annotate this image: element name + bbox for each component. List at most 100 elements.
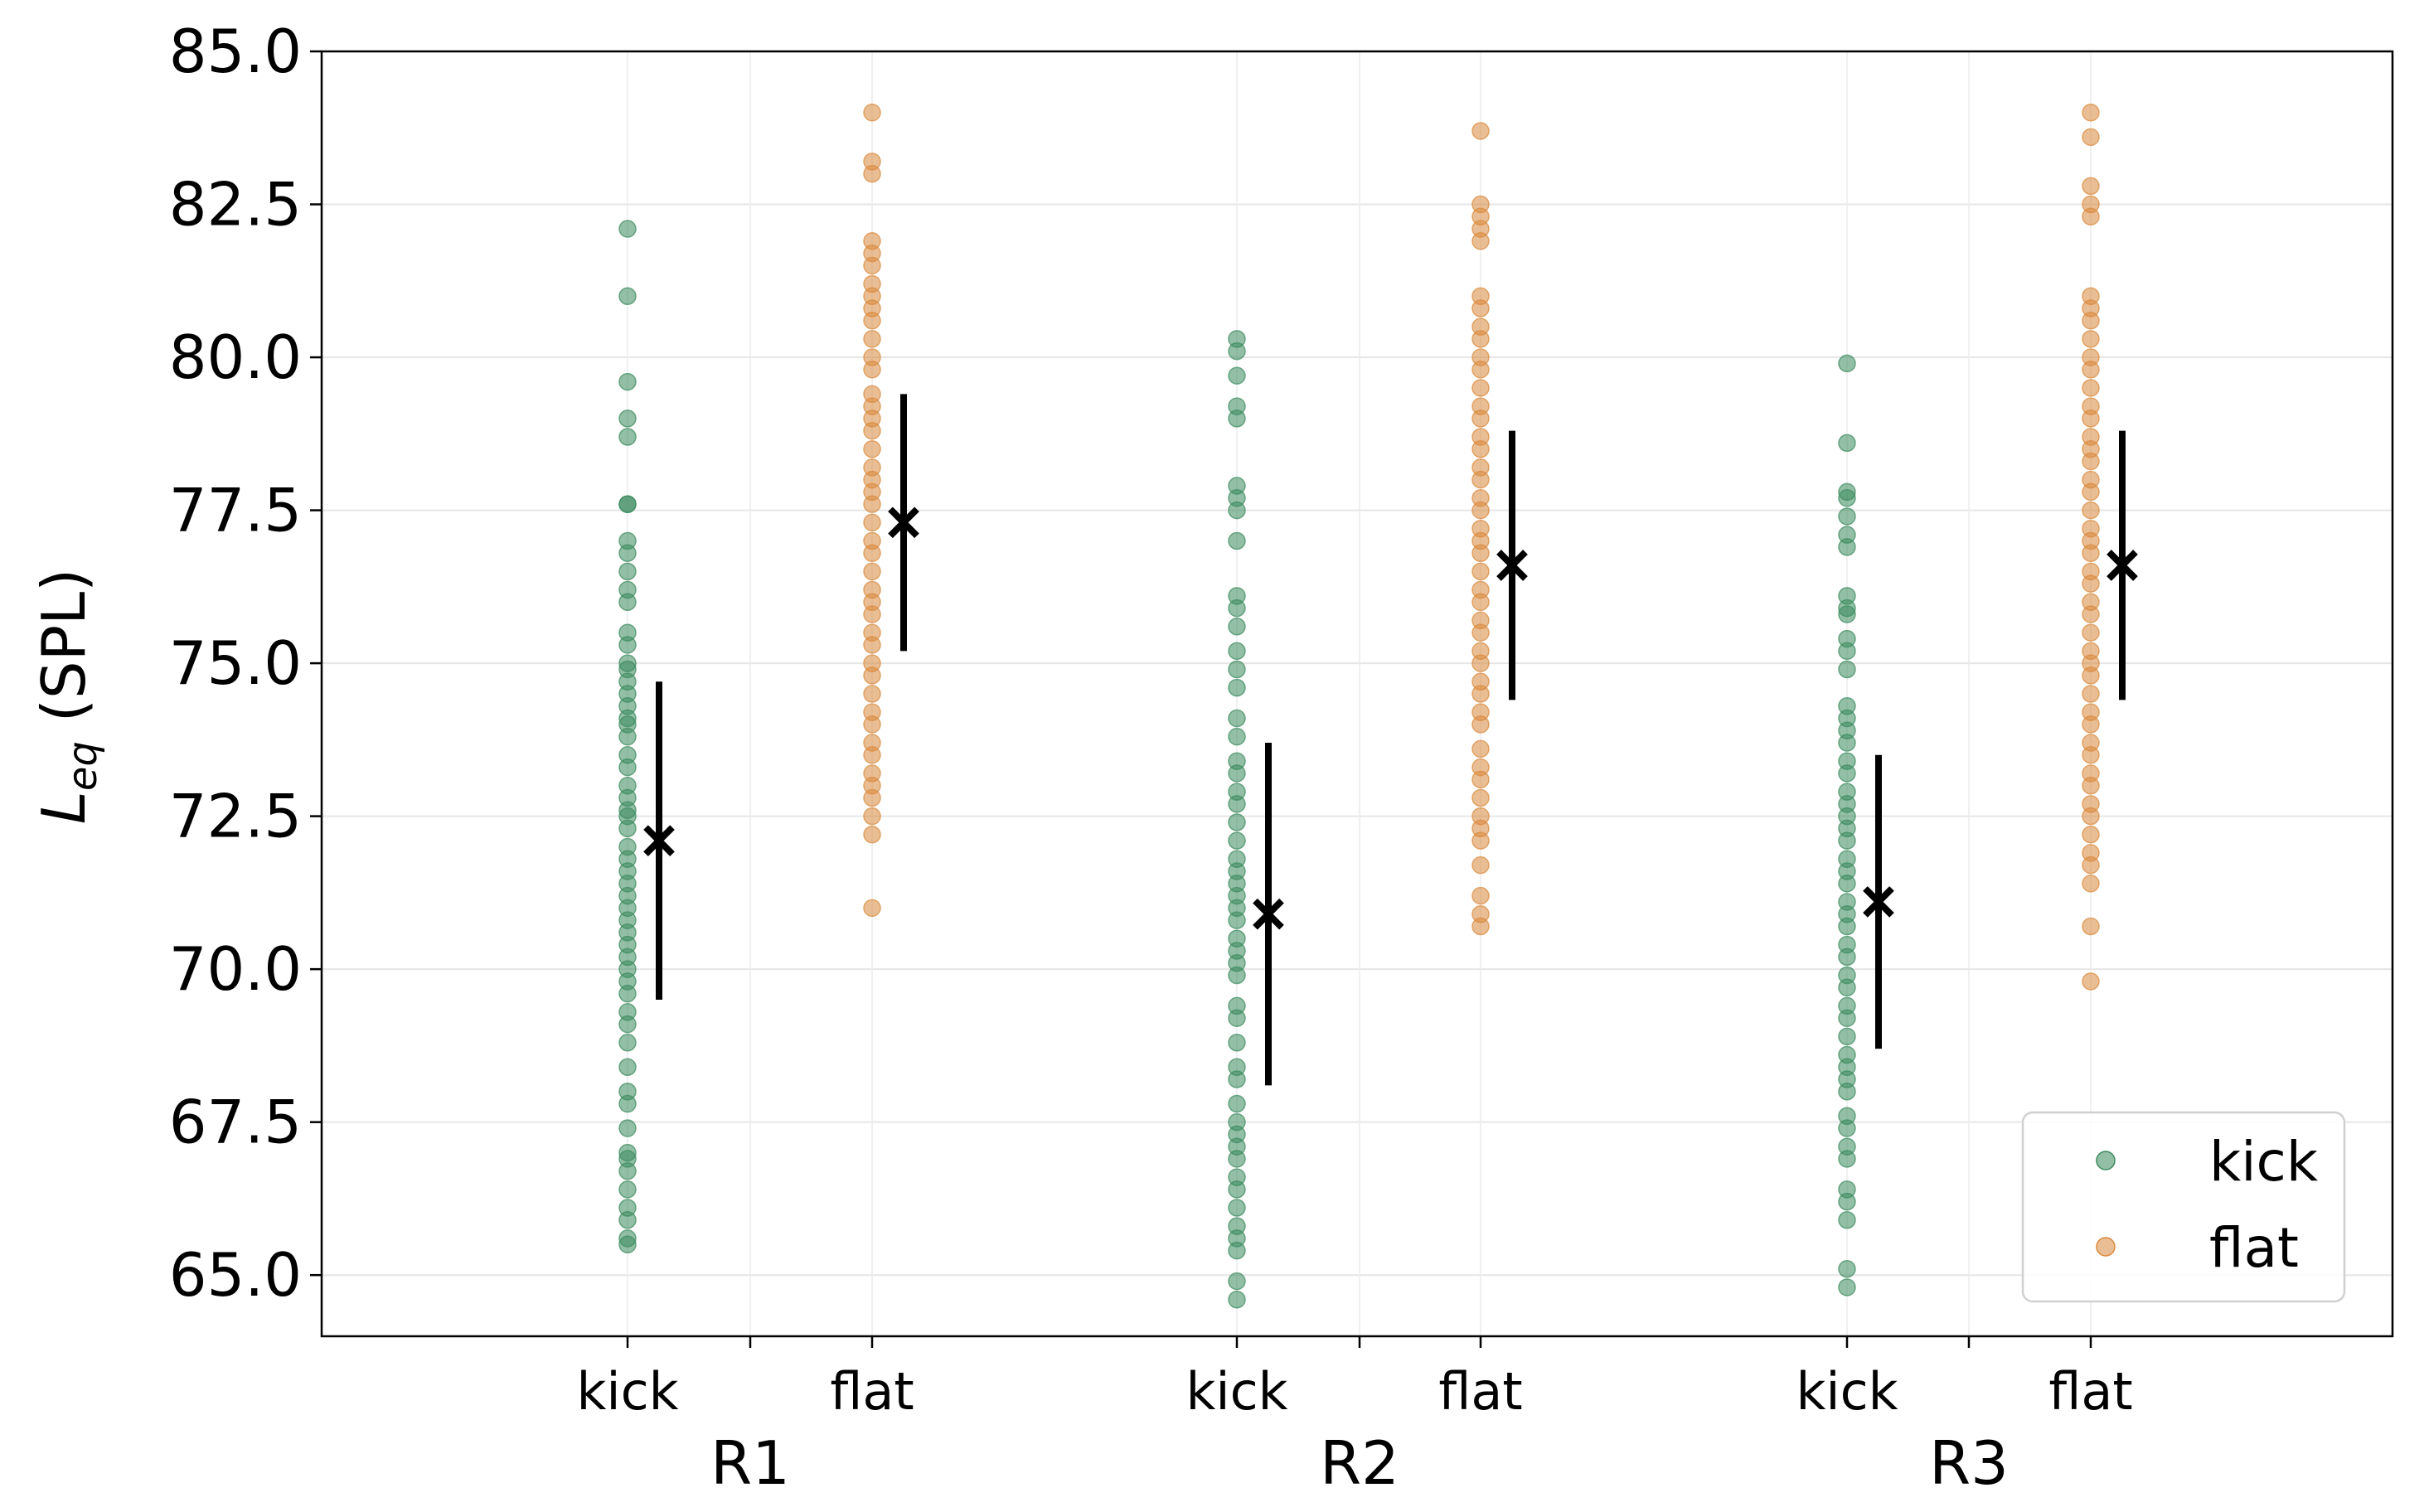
data-point-kick [1838,764,1856,783]
data-point-kick [1838,605,1856,623]
data-point-kick [618,758,637,777]
data-point-kick [618,1180,637,1199]
data-point-flat [1471,440,1490,458]
data-point-flat [1471,544,1490,562]
mean-marker [888,506,919,539]
data-point-kick [618,819,637,838]
data-point-flat [2082,330,2100,348]
data-point-kick [1838,538,1856,556]
data-point-kick [618,495,637,513]
data-point-kick [618,727,637,746]
data-point-flat [2082,917,2100,936]
y-tick-label: 85.0 [169,17,302,86]
data-point-flat [1471,770,1490,789]
data-point-flat [2082,746,2100,764]
y-tick-label: 70.0 [169,934,302,1004]
data-point-flat [863,685,881,703]
data-point-kick [1838,660,1856,679]
data-point-flat [863,104,881,122]
data-point-kick [1838,978,1856,997]
data-point-kick [1228,831,1246,850]
x-tick-label-flat: flat [1438,1361,1522,1422]
data-point-flat [2082,715,2100,734]
data-point-flat [2082,410,2100,428]
data-point-flat [863,440,881,458]
data-point-flat [863,605,881,623]
data-point-kick [1228,1094,1246,1113]
data-point-flat [1471,562,1490,581]
data-point-flat [2082,104,2100,122]
data-point-flat [1471,917,1490,936]
data-point-flat [863,636,881,654]
data-point-kick [1228,911,1246,929]
data-point-kick [618,372,637,391]
group-label-r2: R2 [1320,1428,1399,1498]
data-point-kick [618,1058,637,1076]
data-point-kick [1838,354,1856,373]
data-point-flat [2082,972,2100,991]
data-point-kick [1838,1150,1856,1168]
data-point-kick [1228,410,1246,428]
data-point-flat [2082,666,2100,685]
data-point-kick [1838,1119,1856,1137]
data-point-kick [1228,1180,1246,1199]
data-point-flat [1471,379,1490,397]
y-axis: 65.0 67.5 70.0 72.5 75.0 77.5 80.0 82.5 85.0 [169,17,322,1310]
data-point-kick [1228,1272,1246,1291]
data-point-flat [2082,875,2100,893]
data-point-kick [1228,1150,1246,1168]
data-point-flat [2082,312,2100,330]
data-point-flat [863,666,881,685]
data-point-flat [863,544,881,562]
data-point-kick [1228,966,1246,985]
data-point-flat [863,361,881,379]
data-point-flat [2082,623,2100,642]
data-point-flat [1471,232,1490,250]
data-point-kick [1228,501,1246,520]
data-point-kick [1838,434,1856,453]
legend: kick flat [2021,1111,2346,1303]
data-point-flat [1471,855,1490,875]
data-point-flat [2082,605,2100,623]
data-point-flat [1471,623,1490,642]
data-point-flat [2082,574,2100,593]
data-point-kick [618,544,637,562]
data-point-flat [863,826,881,844]
data-point-kick [1838,507,1856,526]
data-point-kick [1228,795,1246,813]
data-point-kick [1228,813,1246,831]
y-axis-label-subscript: eq [60,741,106,791]
data-point-kick [1228,1009,1246,1027]
data-point-flat [1471,685,1490,703]
data-point-kick [618,1235,637,1254]
y-tick-label: 80.0 [169,322,302,392]
data-point-kick [1838,734,1856,752]
data-point-kick [1838,642,1856,661]
data-point-flat [2082,361,2100,379]
data-point-kick [1228,727,1246,746]
data-point-flat [2082,807,2100,826]
data-point-flat [863,562,881,581]
data-point-kick [618,1211,637,1229]
data-point-flat [2082,128,2100,147]
data-point-flat [1471,299,1490,317]
data-point-kick [618,1161,637,1180]
y-axis-label-unit: (SPL) [29,569,99,741]
data-point-flat [2082,177,2100,196]
data-point-kick [1838,1192,1856,1211]
data-point-flat [2082,855,2100,875]
x-tick-label-kick: kick [1796,1361,1898,1422]
legend-label-kick: kick [2209,1130,2319,1194]
legend-label-flat: flat [2209,1216,2299,1280]
data-point-flat [2082,207,2100,226]
data-point-kick [1228,1033,1246,1052]
y-tick-label: 75.0 [169,628,302,698]
data-point-flat [2082,379,2100,397]
data-point-kick [618,562,637,581]
data-point-kick [1838,875,1856,893]
data-point-kick [1228,1290,1246,1309]
data-point-flat [1471,831,1490,850]
data-point-kick [1228,342,1246,361]
data-point-kick [618,1033,637,1052]
